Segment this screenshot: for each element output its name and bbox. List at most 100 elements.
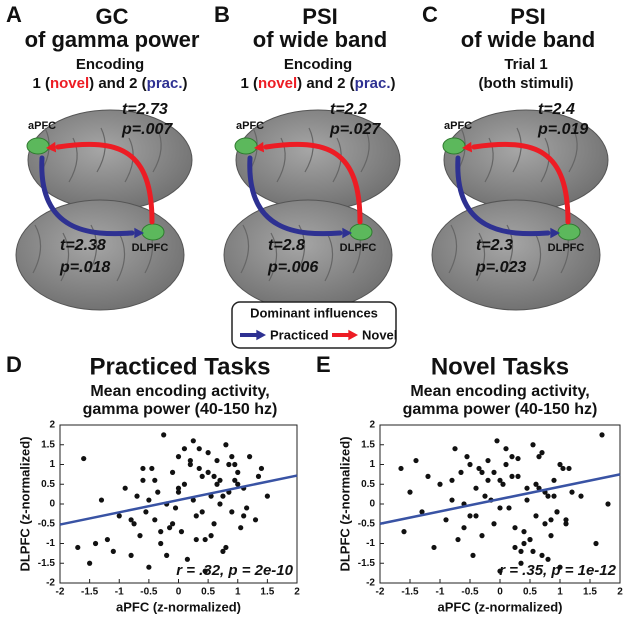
y-tick-label: -2 xyxy=(366,578,375,589)
data-point xyxy=(545,556,551,562)
data-point xyxy=(593,540,599,547)
data-point xyxy=(217,501,223,507)
sulcus xyxy=(240,224,250,274)
data-point xyxy=(255,473,262,479)
sulcus xyxy=(324,232,334,282)
chart-subtitle: Mean encoding activity, xyxy=(410,383,589,400)
data-point xyxy=(398,465,404,472)
data-point xyxy=(533,513,539,519)
data-point xyxy=(214,481,220,487)
data-point xyxy=(467,461,473,468)
subtitle-part: Trial 1 xyxy=(504,56,547,73)
data-point xyxy=(566,465,572,472)
data-point xyxy=(530,548,536,555)
data-point xyxy=(211,521,217,527)
sulcus xyxy=(60,232,70,282)
data-point xyxy=(232,477,238,483)
data-point xyxy=(167,525,173,531)
region-blob xyxy=(442,137,466,155)
y-tick-label: 1.5 xyxy=(361,439,375,450)
data-point xyxy=(122,485,128,491)
data-point xyxy=(223,544,229,551)
region-blob xyxy=(349,223,373,241)
data-point xyxy=(175,485,182,491)
data-point xyxy=(479,533,485,539)
x-tick-label: -2 xyxy=(376,587,385,598)
novel-arrow xyxy=(55,141,155,225)
data-point xyxy=(181,446,188,452)
sulcus xyxy=(276,137,286,183)
data-point xyxy=(497,477,503,483)
data-point xyxy=(199,473,205,479)
data-point xyxy=(401,529,407,535)
panel-letter: B xyxy=(214,2,230,27)
x-tick-label: 0 xyxy=(176,587,182,598)
data-point xyxy=(143,509,149,515)
data-point xyxy=(509,473,515,479)
stat-label: t=2.38 xyxy=(60,237,106,254)
data-point xyxy=(452,446,458,452)
subtitle-part: prac. xyxy=(147,75,183,92)
subtitle-part: Encoding xyxy=(76,56,144,73)
data-point xyxy=(569,489,575,495)
data-point xyxy=(244,505,250,511)
data-point xyxy=(169,521,176,527)
data-point xyxy=(494,438,500,444)
panel-title: GC xyxy=(96,4,129,29)
data-point xyxy=(169,469,176,475)
y-tick-label: 0.5 xyxy=(41,479,55,490)
subtitle-part: ) xyxy=(391,75,396,92)
data-point xyxy=(503,461,509,468)
panel-title: of gamma power xyxy=(25,27,200,52)
stat-label: t=2.73 xyxy=(122,101,168,118)
x-tick-label: 1 xyxy=(235,587,241,598)
data-point xyxy=(431,544,437,551)
sulcus xyxy=(152,127,162,173)
arrow-head xyxy=(462,141,473,153)
data-point xyxy=(449,497,455,503)
data-point xyxy=(413,457,419,464)
data-point xyxy=(476,465,482,472)
data-point xyxy=(247,454,253,460)
region-label: DLPFC xyxy=(132,242,169,254)
data-point xyxy=(229,509,235,515)
sulcus xyxy=(116,232,126,282)
data-point xyxy=(226,461,232,468)
sulcus xyxy=(88,224,98,274)
data-point xyxy=(425,473,431,479)
x-axis-label: aPFC (z-normalized) xyxy=(116,599,241,614)
data-point xyxy=(205,469,211,475)
sulcus xyxy=(268,232,278,282)
novel-arrow xyxy=(263,141,363,225)
data-point xyxy=(551,477,557,483)
region-label: aPFC xyxy=(28,120,56,132)
y-tick-label: -0.5 xyxy=(38,518,56,529)
data-point xyxy=(146,564,152,570)
panel-subtitle: Encoding xyxy=(76,56,144,73)
panel-subtitle: (both stimuli) xyxy=(479,75,574,92)
x-axis-label: aPFC (z-normalized) xyxy=(438,599,563,614)
sulcus xyxy=(476,232,486,282)
data-point xyxy=(479,469,485,475)
data-point xyxy=(235,481,241,487)
sulcus xyxy=(568,127,578,173)
data-point xyxy=(521,540,527,547)
data-point xyxy=(548,533,554,539)
legend-label: Practiced xyxy=(270,327,329,342)
x-tick-label: 0.5 xyxy=(201,587,215,598)
x-tick-label: -1.5 xyxy=(81,587,99,598)
data-point xyxy=(92,540,99,547)
arrow-head xyxy=(550,227,560,239)
data-point xyxy=(104,536,110,543)
data-point xyxy=(500,481,506,487)
data-point xyxy=(497,568,503,574)
data-point xyxy=(530,442,536,448)
y-tick-label: -0.5 xyxy=(358,518,376,529)
data-point xyxy=(533,481,539,487)
data-point xyxy=(146,497,152,503)
x-tick-label: 2 xyxy=(617,587,623,598)
data-point xyxy=(482,493,488,499)
data-point xyxy=(137,533,143,539)
y-tick-label: 1 xyxy=(49,459,55,470)
data-point xyxy=(563,521,569,527)
